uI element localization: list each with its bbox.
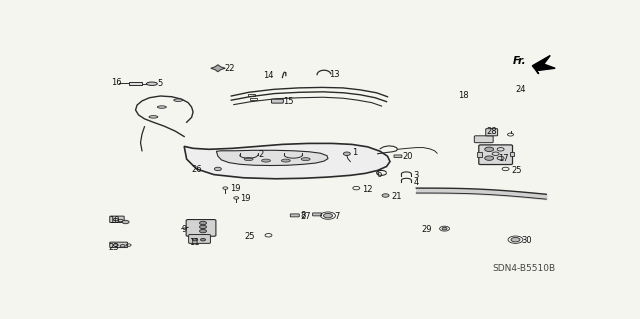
FancyBboxPatch shape — [394, 155, 402, 157]
FancyBboxPatch shape — [189, 234, 211, 243]
FancyBboxPatch shape — [474, 136, 493, 143]
FancyBboxPatch shape — [291, 214, 300, 217]
Text: 14: 14 — [263, 71, 273, 80]
Bar — [129, 82, 143, 85]
Text: 17: 17 — [498, 154, 509, 163]
Ellipse shape — [157, 106, 166, 108]
Text: 26: 26 — [191, 165, 202, 174]
Text: 5: 5 — [157, 79, 162, 88]
Text: 13: 13 — [329, 70, 340, 79]
Text: 3: 3 — [413, 171, 419, 180]
Bar — [509, 152, 515, 156]
Ellipse shape — [147, 82, 157, 85]
Text: 9: 9 — [182, 225, 187, 234]
Polygon shape — [211, 65, 225, 72]
Circle shape — [511, 237, 520, 242]
FancyBboxPatch shape — [486, 129, 498, 136]
Polygon shape — [216, 150, 328, 166]
FancyBboxPatch shape — [186, 219, 216, 236]
Text: 10: 10 — [109, 216, 119, 225]
Circle shape — [484, 147, 493, 152]
Text: Fr.: Fr. — [513, 56, 527, 66]
Text: 11: 11 — [189, 238, 200, 247]
Text: 23: 23 — [109, 243, 120, 252]
Circle shape — [200, 239, 205, 241]
Polygon shape — [184, 144, 390, 179]
Text: 24: 24 — [515, 85, 526, 94]
Circle shape — [122, 220, 129, 224]
Bar — [477, 152, 482, 157]
Circle shape — [484, 156, 493, 160]
Circle shape — [200, 229, 207, 233]
Text: 7: 7 — [334, 212, 339, 221]
Circle shape — [214, 167, 221, 171]
Text: 25: 25 — [511, 167, 522, 175]
Bar — [248, 94, 255, 96]
Text: 15: 15 — [284, 97, 294, 106]
Text: 29: 29 — [422, 225, 432, 234]
Text: 28: 28 — [486, 127, 497, 136]
Text: 25: 25 — [244, 232, 255, 241]
Text: 20: 20 — [403, 152, 413, 161]
Text: 21: 21 — [392, 192, 402, 201]
Circle shape — [200, 225, 207, 229]
Ellipse shape — [301, 158, 310, 160]
Text: 18: 18 — [458, 91, 468, 100]
Ellipse shape — [244, 158, 253, 160]
Text: 27: 27 — [300, 211, 311, 221]
Text: 6: 6 — [376, 170, 382, 179]
Text: 16: 16 — [111, 78, 122, 87]
Circle shape — [382, 194, 389, 197]
Ellipse shape — [173, 99, 182, 101]
Text: 19: 19 — [230, 184, 240, 193]
Text: 1: 1 — [352, 148, 357, 158]
Text: 22: 22 — [225, 64, 236, 73]
Text: 2: 2 — [259, 150, 264, 159]
Circle shape — [324, 213, 332, 218]
FancyBboxPatch shape — [110, 242, 127, 248]
Circle shape — [344, 152, 350, 155]
Polygon shape — [532, 56, 555, 74]
Text: 8: 8 — [300, 211, 306, 220]
Bar — [250, 98, 257, 100]
FancyBboxPatch shape — [479, 145, 513, 165]
Circle shape — [200, 221, 207, 225]
Text: 12: 12 — [362, 185, 372, 194]
FancyBboxPatch shape — [312, 213, 321, 216]
FancyBboxPatch shape — [271, 99, 284, 103]
Text: SDN4-B5510B: SDN4-B5510B — [493, 264, 556, 273]
Circle shape — [193, 239, 198, 241]
Ellipse shape — [262, 159, 271, 162]
Circle shape — [442, 227, 447, 230]
Ellipse shape — [149, 116, 158, 118]
Text: 19: 19 — [240, 194, 251, 203]
Text: 4: 4 — [413, 178, 419, 187]
Ellipse shape — [282, 159, 291, 162]
FancyBboxPatch shape — [110, 216, 124, 223]
Text: 30: 30 — [522, 236, 532, 245]
